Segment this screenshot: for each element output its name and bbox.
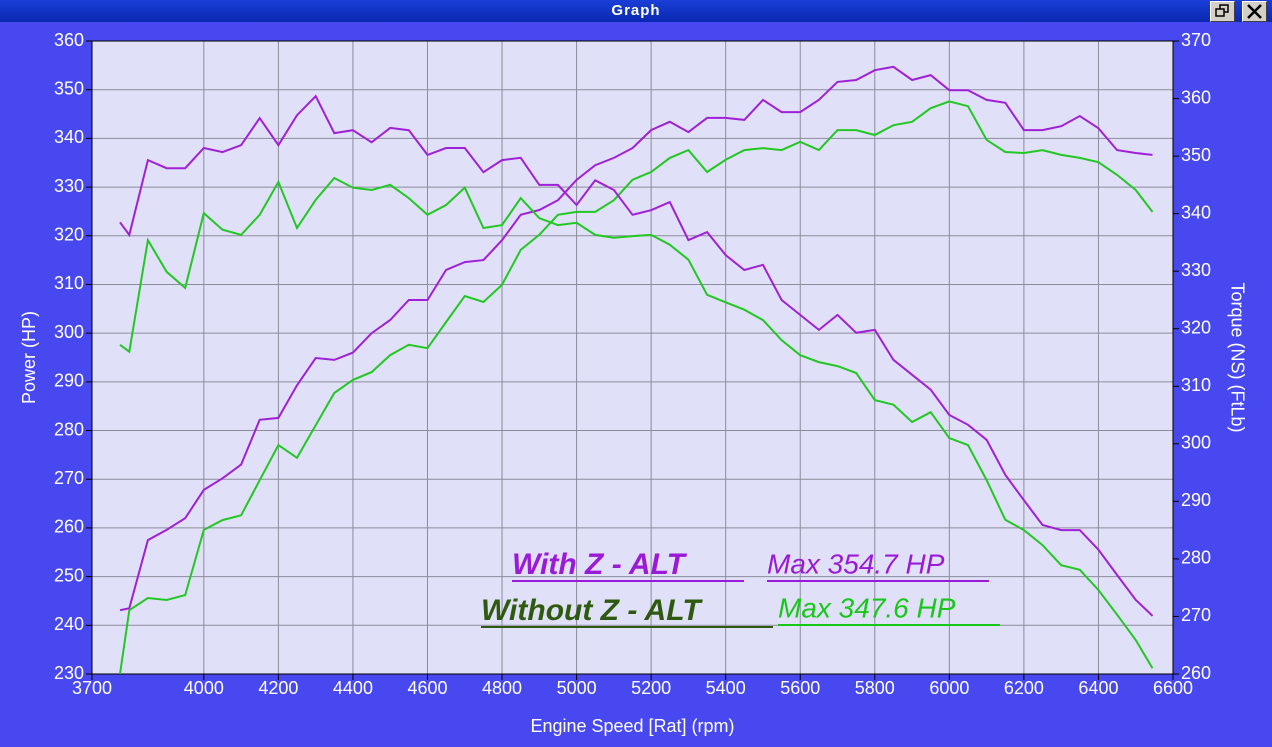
x-tick-label: 6200 [1004,678,1044,698]
y2-tick-label: 270 [1181,605,1211,625]
y-tick-label: 340 [54,127,84,147]
y-tick-label: 290 [54,371,84,391]
window-title: Graph [0,0,1272,22]
y2-tick-label: 330 [1181,260,1211,280]
plot-frame [91,40,1174,675]
y-tick-label: 280 [54,419,84,439]
y2-tick-label: 300 [1181,433,1211,453]
y-tick-label: 330 [54,176,84,196]
x-tick-label: 4000 [184,678,224,698]
annotation: Max 347.6 HP [778,592,956,623]
y-tick-label: 270 [54,468,84,488]
x-tick-label: 5600 [780,678,820,698]
x-tick-label: 4200 [258,678,298,698]
annotation: Max 354.7 HP [767,548,945,579]
x-tick-label: 5400 [706,678,746,698]
y2-tick-label: 360 [1181,87,1211,107]
restore-icon [1215,4,1229,17]
y2-tick-label: 260 [1181,663,1211,683]
x-tick-label: 6400 [1078,678,1118,698]
x-tick-label: 4800 [482,678,522,698]
y2-tick-label: 340 [1181,202,1211,222]
x-tick-label: 4400 [333,678,373,698]
y-tick-label: 240 [54,614,84,634]
y2-tick-label: 290 [1181,490,1211,510]
x-tick-label: 4600 [407,678,447,698]
annotation: Without Z - ALT [481,594,703,627]
plot-area [92,41,1173,674]
y-tick-label: 350 [54,78,84,98]
y2-tick-label: 310 [1181,375,1211,395]
y2-axis-label: Torque (NS) (FtLb) [1227,282,1247,432]
series-line [119,65,1153,612]
x-tick-label: 5200 [631,678,671,698]
y-tick-label: 300 [54,322,84,342]
close-icon [1247,4,1262,19]
series-line [119,100,1154,675]
y-tick-label: 260 [54,517,84,537]
restore-button[interactable] [1210,1,1235,22]
y-tick-label: 230 [54,663,84,683]
y-tick-label: 310 [54,273,84,293]
y2-tick-label: 320 [1181,317,1211,337]
y2-tick-label: 370 [1181,30,1211,50]
y-axis-label: Power (HP) [19,311,39,404]
close-button[interactable] [1242,1,1267,22]
x-tick-label: 6000 [929,678,969,698]
x-axis-label: Engine Speed [Rat] (rpm) [530,716,734,736]
series-line [119,176,1154,669]
annotation: With Z - ALT [512,548,688,581]
x-tick-label: 6600 [1153,678,1193,698]
x-tick-label: 5800 [855,678,895,698]
y2-tick-label: 350 [1181,145,1211,165]
chart: 230 240 250 260 270 280 290 300 310 320 330 340 350 3… [19,30,1248,736]
y-tick-label: 320 [54,225,84,245]
x-tick-label: 5000 [557,678,597,698]
y2-tick-label: 280 [1181,548,1211,568]
x-tick-label: 3700 [72,678,112,698]
y-tick-label: 250 [54,565,84,585]
series-line [119,94,1154,617]
y-tick-label: 360 [54,30,84,50]
